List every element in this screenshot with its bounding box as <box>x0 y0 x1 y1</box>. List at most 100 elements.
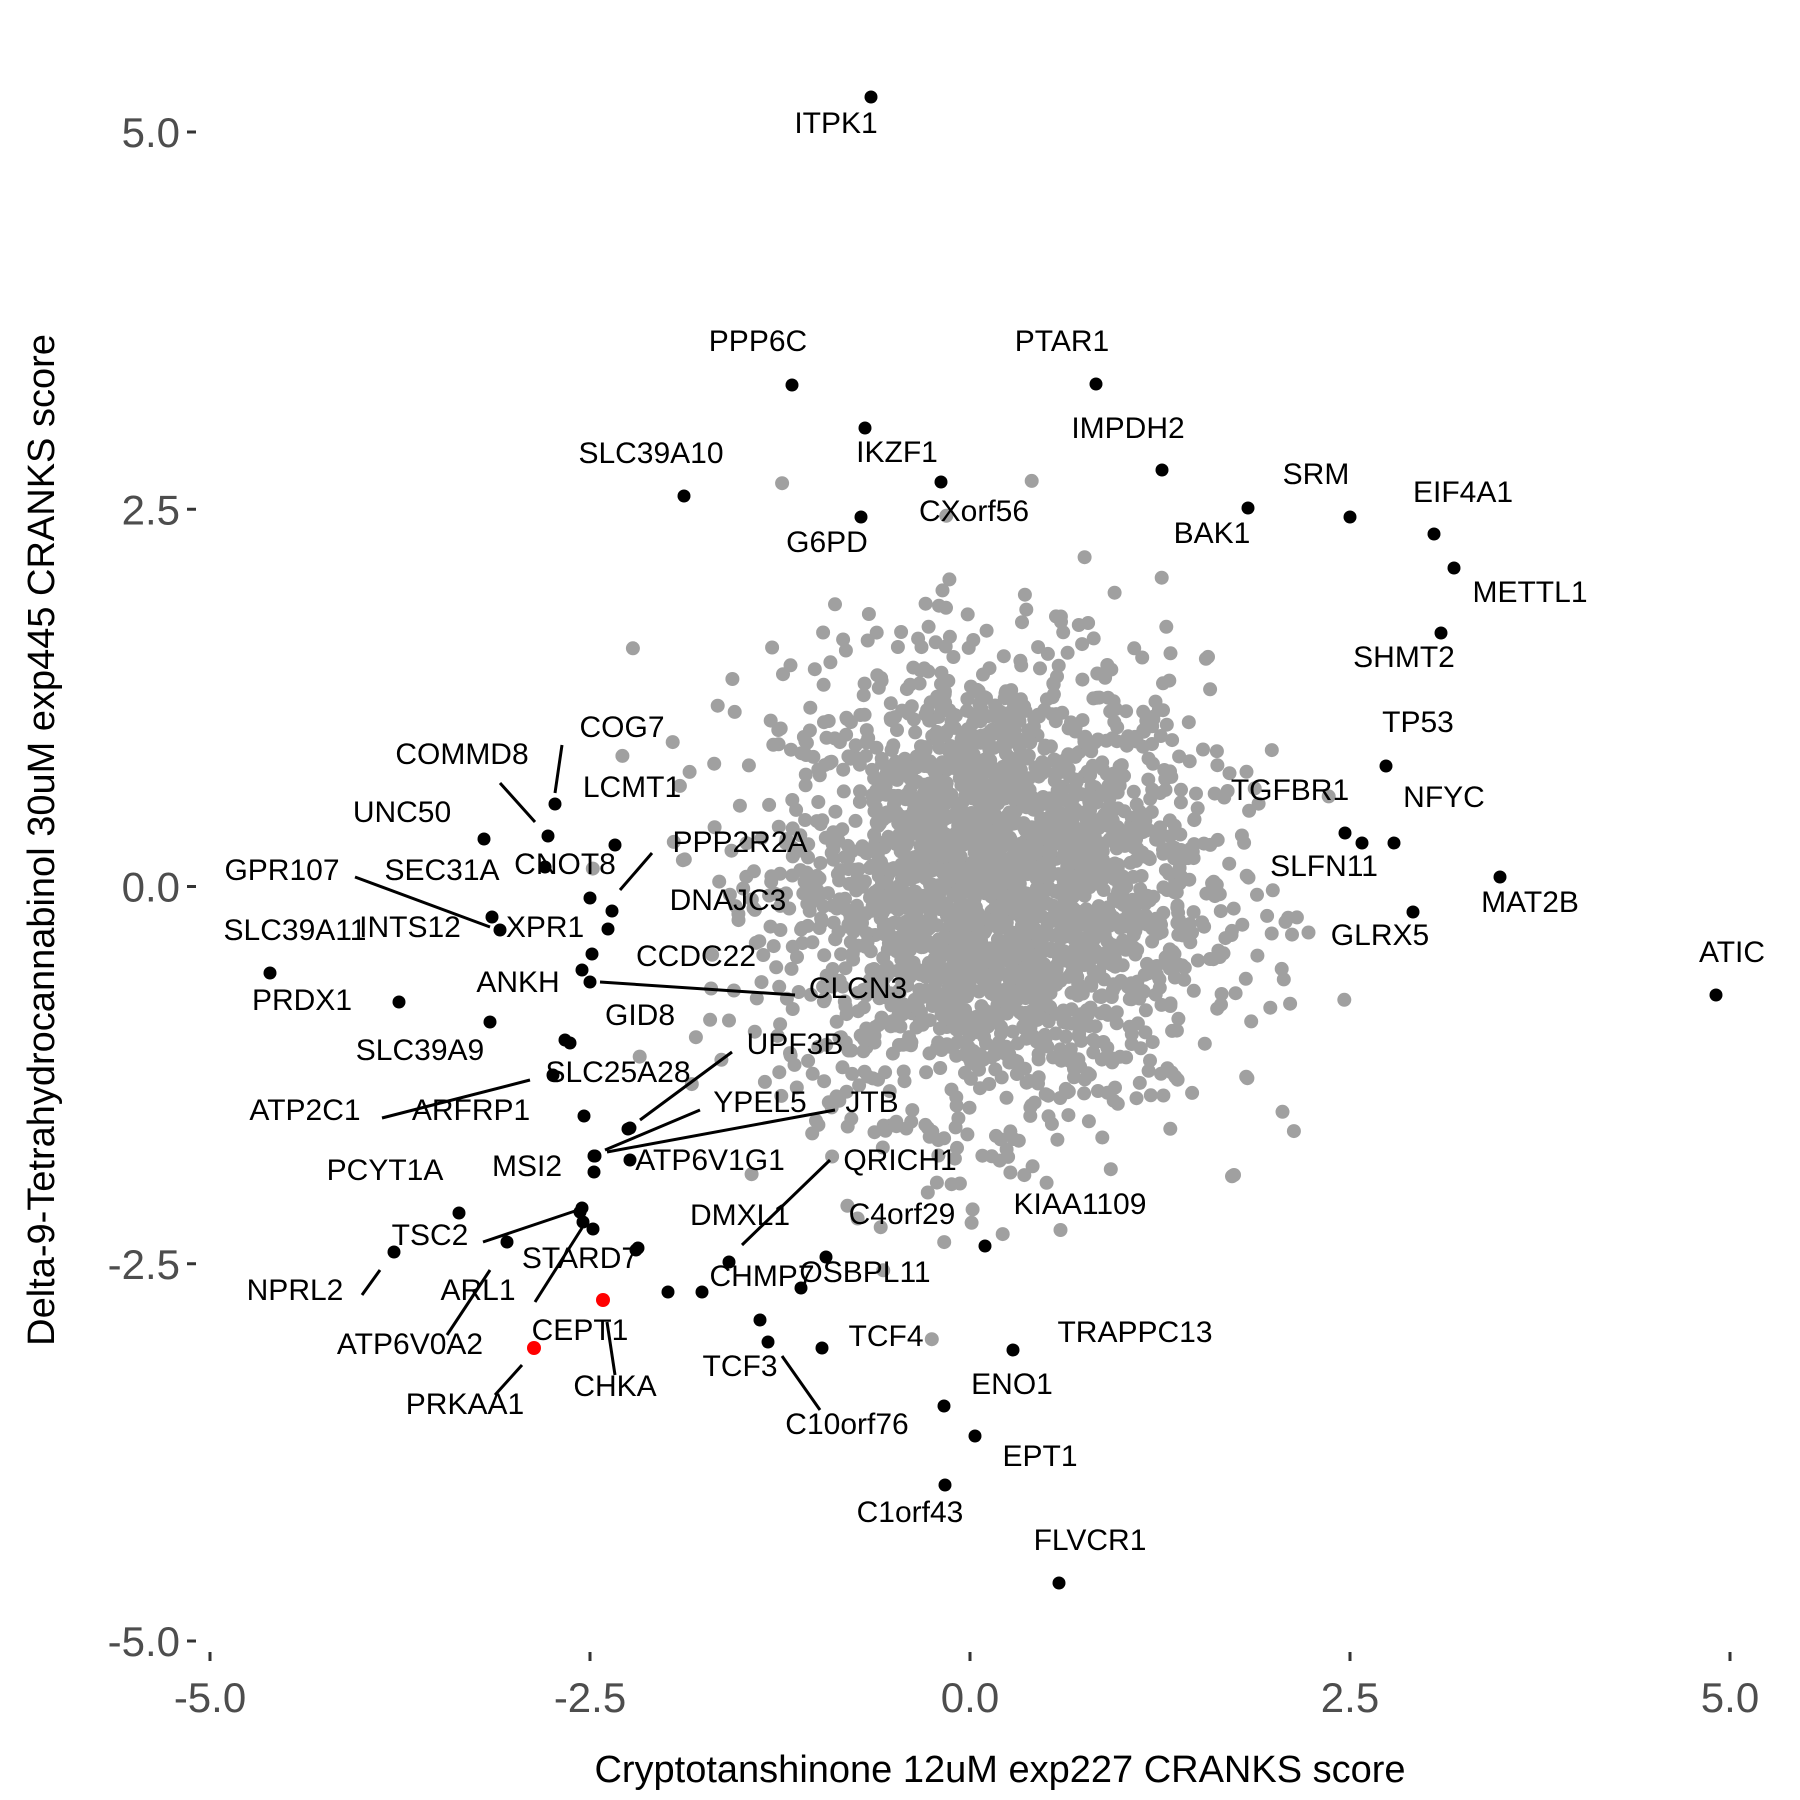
highlighted-point <box>546 1068 560 1082</box>
y-tick-label: 5.0 <box>122 109 180 156</box>
background-point <box>934 941 949 956</box>
gene-label: ITPK1 <box>794 107 877 140</box>
background-point <box>859 988 874 1003</box>
background-point <box>1321 789 1336 804</box>
background-point <box>892 916 907 931</box>
background-point <box>883 696 898 711</box>
leader-line <box>605 1321 617 1376</box>
background-point <box>1094 1052 1109 1067</box>
background-point <box>1165 733 1180 748</box>
background-point <box>1145 737 1159 751</box>
background-point <box>892 983 907 998</box>
highlighted-point <box>1427 527 1441 541</box>
background-point <box>1029 880 1044 895</box>
gene-label: STARD7 <box>522 1242 638 1275</box>
background-point <box>922 1046 937 1061</box>
background-point <box>1023 965 1038 980</box>
background-point <box>1278 914 1293 929</box>
leader-line <box>533 1227 584 1303</box>
background-point <box>1183 935 1198 950</box>
background-point <box>932 740 947 755</box>
background-point <box>946 976 961 991</box>
background-point <box>877 840 892 855</box>
background-point <box>922 713 937 728</box>
background-point <box>861 607 876 621</box>
background-point <box>960 1127 975 1142</box>
background-point <box>1101 900 1115 915</box>
gene-label: TSC2 <box>392 1219 469 1252</box>
background-point <box>1095 1130 1110 1145</box>
background-point <box>1212 887 1227 902</box>
background-point <box>998 823 1013 838</box>
background-point <box>999 1004 1014 1019</box>
background-point <box>1238 971 1253 986</box>
background-point <box>859 1021 874 1036</box>
highlighted-point <box>1155 463 1169 477</box>
background-point <box>975 782 990 797</box>
gene-label: FLVCR1 <box>1034 1524 1147 1557</box>
gene-label: OSBPL11 <box>799 1256 930 1289</box>
background-point <box>1002 946 1017 961</box>
background-point <box>935 728 950 743</box>
background-point <box>1084 744 1099 759</box>
background-point <box>1129 1091 1144 1106</box>
highlighted-point <box>1447 561 1461 575</box>
background-point <box>949 885 964 900</box>
background-point <box>1097 972 1112 987</box>
background-point <box>1047 978 1062 993</box>
background-point <box>1044 1116 1059 1131</box>
background-point <box>615 748 630 763</box>
background-point <box>1120 935 1135 949</box>
background-point <box>1289 910 1304 925</box>
gene-label: PRDX1 <box>252 984 352 1017</box>
background-point <box>853 794 867 809</box>
background-point <box>798 778 813 793</box>
background-point <box>1053 609 1068 624</box>
highlighted-point <box>588 1149 602 1163</box>
x-tick-label: 5.0 <box>1701 1674 1759 1721</box>
background-point <box>823 655 838 670</box>
background-point <box>869 978 884 993</box>
background-point <box>930 887 944 902</box>
background-point <box>935 865 950 880</box>
background-point <box>904 1038 918 1053</box>
background-point <box>1061 1108 1076 1123</box>
background-point <box>769 960 784 975</box>
background-point <box>1135 845 1150 860</box>
background-point <box>1159 717 1174 732</box>
background-point <box>837 850 852 865</box>
background-point <box>929 1175 944 1190</box>
gene-label: C4orf29 <box>849 1198 956 1231</box>
background-point <box>889 1018 903 1033</box>
y-axis: -5.0 -2.5 0.0 2.5 5.0 <box>108 109 196 1665</box>
background-point <box>959 703 974 718</box>
background-point <box>1017 845 1032 860</box>
background-point <box>921 619 936 634</box>
background-point <box>1099 733 1114 748</box>
background-point <box>1019 602 1034 617</box>
background-point <box>1057 883 1072 898</box>
background-point <box>971 984 986 999</box>
background-point <box>919 983 934 998</box>
background-point <box>1285 927 1299 942</box>
gene-label: ATP2C1 <box>249 1094 360 1127</box>
background-point <box>1186 905 1201 920</box>
background-point <box>762 888 777 903</box>
background-point <box>1061 1051 1076 1066</box>
background-point <box>843 751 858 766</box>
highlighted-point <box>485 910 499 924</box>
background-point <box>1037 741 1052 756</box>
background-point <box>850 1211 865 1226</box>
background-point <box>1031 640 1046 655</box>
highlighted-point <box>661 1285 675 1299</box>
background-point <box>1086 691 1101 706</box>
background-point <box>1040 646 1055 661</box>
background-point <box>1172 749 1187 764</box>
background-point <box>1162 961 1177 976</box>
background-point <box>1015 863 1030 877</box>
y-tick-label: -2.5 <box>108 1241 180 1288</box>
gene-label: PCYT1A <box>327 1154 444 1187</box>
background-point <box>773 866 787 881</box>
background-point <box>1003 735 1017 750</box>
x-tick-label: -2.5 <box>554 1674 626 1721</box>
